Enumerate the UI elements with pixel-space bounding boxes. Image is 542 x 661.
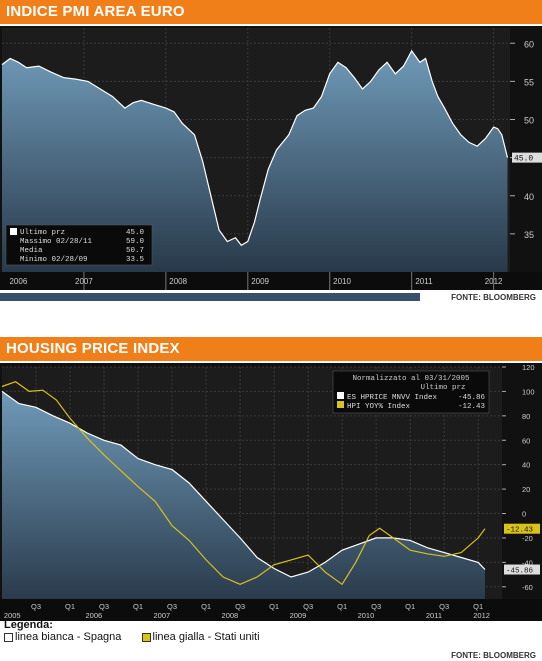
hpi-info-row-label: HPI YOY% Index <box>347 403 411 411</box>
hpi-x-quarter-label: Q1 <box>133 602 143 611</box>
hpi-y-tick: -40 <box>522 558 533 567</box>
pmi-x-label: 2011 <box>415 277 433 286</box>
hpi-x-quarter-label: Q1 <box>405 602 415 611</box>
pmi-xaxis-strip <box>0 272 542 290</box>
hpi-panel: HOUSING PRICE INDEX 120 100 80 60 40 20 0 -20 -4… <box>0 337 542 661</box>
hpi-xaxis-strip <box>0 599 542 621</box>
pmi-stats-box <box>5 224 153 266</box>
hpi-x-year-label: 2009 <box>290 611 307 620</box>
hpi-x-year-label: 2006 <box>85 611 102 620</box>
hpi-x-year-label: 2005 <box>4 611 21 620</box>
hpi-x-quarter-label: Q1 <box>337 602 347 611</box>
pmi-stat-swatch <box>10 228 17 235</box>
hpi-y-tick: 120 <box>522 363 535 372</box>
hpi-y-tick: 20 <box>522 485 530 494</box>
hpi-info-header2: Ultimo prz <box>420 384 465 392</box>
legend-row: linea bianca - Spagna linea gialla - Sta… <box>4 631 260 643</box>
pmi-y-tick: 60 <box>524 39 534 49</box>
hpi-source: FONTE: BLOOMBERG <box>451 651 536 660</box>
hpi-x-quarter-label: Q3 <box>99 602 109 611</box>
hpi-x-quarter-label: Q3 <box>167 602 177 611</box>
white-swatch-icon <box>4 632 13 642</box>
hpi-y-tick: -20 <box>522 534 533 543</box>
pmi-stat-label: Ultimo prz <box>20 229 65 237</box>
pmi-source-bar <box>0 293 420 301</box>
hpi-info-row-label: ES HPRICE MNVV Index <box>347 394 438 402</box>
hpi-legend: Legenda: linea bianca - Spagna linea gia… <box>4 619 260 643</box>
pmi-stat-value: 59.0 <box>126 238 145 246</box>
hpi-y-tick: 80 <box>522 412 530 421</box>
hpi-line-spain <box>1 390 486 578</box>
yellow-swatch-icon <box>141 632 151 642</box>
hpi-info-box-bg <box>332 370 490 414</box>
hpi-chart-svg: 120100806040200-20-40-60-12.43-45.86Norm… <box>0 363 542 621</box>
hpi-x-quarter-label: Q3 <box>439 602 449 611</box>
pmi-last-value-label: 45.0 <box>514 155 533 164</box>
pmi-stat-value: 50.7 <box>126 247 144 255</box>
pmi-x-label: 2006 <box>9 277 27 286</box>
hpi-info-row-value: -12.43 <box>458 403 486 411</box>
pmi-title: INDICE PMI AREA EURO <box>0 0 542 24</box>
legend-title: Legenda: <box>4 619 53 631</box>
legend-white-label: linea bianca - Spagna <box>15 631 122 644</box>
hpi-x-year-label: 2010 <box>358 611 375 620</box>
pmi-y-tick: 50 <box>524 116 534 126</box>
hpi-x-quarter-label: Q1 <box>269 602 279 611</box>
hpi-x-quarter-label: Q1 <box>65 602 75 611</box>
pmi-panel: INDICE PMI AREA EURO 60555045403545.0Ult… <box>0 0 542 310</box>
hpi-x-year-label: 2007 <box>154 611 171 620</box>
hpi-area-spain <box>2 391 485 599</box>
pmi-last-value-box <box>512 152 542 163</box>
hpi-end-label-spain: -45.86 <box>506 568 534 576</box>
pmi-line <box>1 49 509 247</box>
hpi-info-swatch <box>337 401 344 408</box>
hpi-end-box-spain <box>504 564 540 575</box>
pmi-x-label: 2010 <box>333 277 351 286</box>
hpi-info-header1: Normalizzato al 03/31/2005 <box>352 375 470 383</box>
hpi-x-quarter-label: Q3 <box>235 602 245 611</box>
pmi-stat-label: Minimo 02/28/09 <box>20 256 88 264</box>
hpi-info-row-value: -45.86 <box>458 394 486 402</box>
hpi-end-box-usa <box>504 523 540 534</box>
pmi-source: FONTE: BLOOMBERG <box>451 293 536 302</box>
pmi-x-label: 2008 <box>169 277 187 286</box>
pmi-y-tick: 55 <box>524 77 534 87</box>
hpi-chart: 120 100 80 60 40 20 0 -20 -40 -60 -12.43 -45.86 Norm… <box>0 363 542 621</box>
hpi-end-label-usa: -12.43 <box>506 527 534 535</box>
pmi-stat-label: Massimo 02/28/11 <box>20 238 93 246</box>
hpi-x-quarter-label: Q1 <box>473 602 483 611</box>
hpi-x-quarter-label: Q1 <box>201 602 211 611</box>
pmi-y-tick: 35 <box>524 230 534 240</box>
hpi-y-tick: 60 <box>522 436 530 445</box>
pmi-stat-value: 33.5 <box>126 256 145 264</box>
hpi-y-tick: -60 <box>522 583 533 592</box>
hpi-title: HOUSING PRICE INDEX <box>0 337 542 361</box>
pmi-y-tick: 40 <box>524 192 534 202</box>
hpi-x-year-label: 2012 <box>473 611 490 620</box>
hpi-line-usa <box>1 381 486 586</box>
hpi-info-swatch <box>337 392 344 399</box>
hpi-y-tick: 100 <box>522 387 535 396</box>
hpi-y-tick: 0 <box>522 510 526 519</box>
hpi-x-quarter-label: Q3 <box>31 602 41 611</box>
hpi-x-year-label: 2008 <box>222 611 239 620</box>
hpi-x-quarter-label: Q3 <box>371 602 381 611</box>
hpi-y-tick: 40 <box>522 461 530 470</box>
hpi-x-quarter-label: Q3 <box>303 602 313 611</box>
pmi-stat-label: Media <box>20 247 43 255</box>
hpi-x-year-label: 2011 <box>426 611 442 620</box>
pmi-x-label: 2009 <box>251 277 269 286</box>
pmi-stat-value: 45.0 <box>126 229 145 237</box>
legend-yellow-label: linea gialla - Stati uniti <box>152 631 260 644</box>
